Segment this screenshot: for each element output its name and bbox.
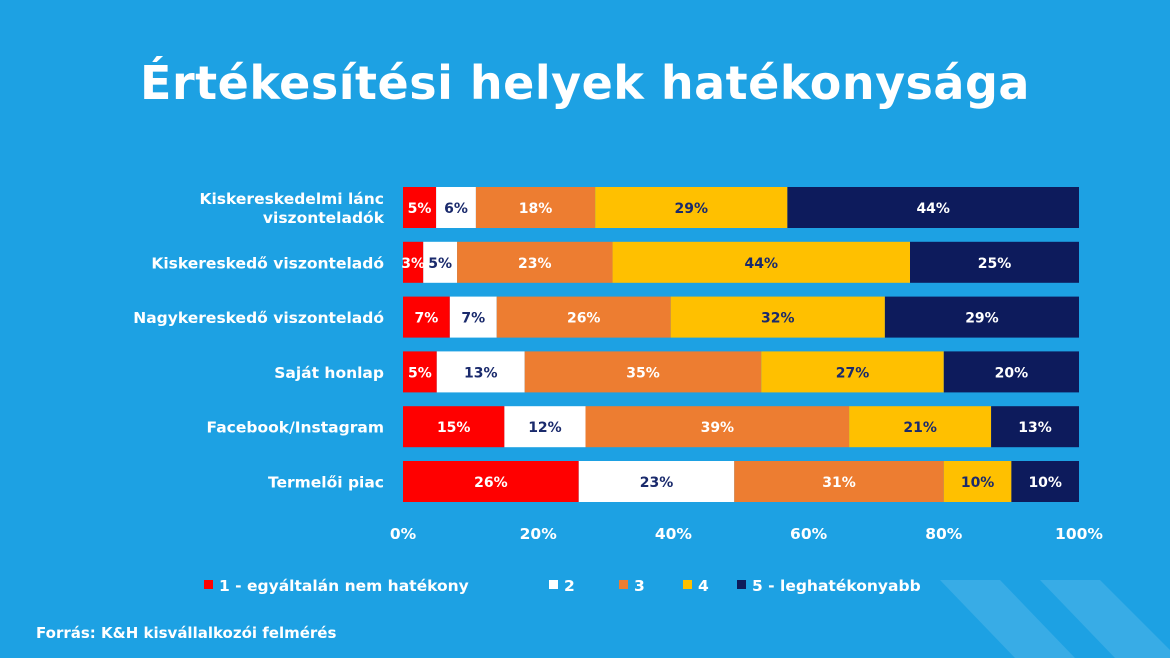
data-label: 10% [1028, 475, 1062, 491]
data-label: 12% [528, 420, 562, 436]
data-label: 23% [640, 475, 674, 491]
bar-segment [884, 296, 1079, 338]
data-label: 10% [961, 475, 995, 491]
source-note: Forrás: K&H kisvállalkozói felmérés [36, 624, 337, 642]
category-label: Kiskereskedelmi lánc [199, 190, 384, 208]
data-label: 44% [916, 201, 950, 217]
category-label: Kiskereskedő viszonteladó [151, 254, 384, 272]
legend-label: 4 [698, 577, 709, 595]
data-label: 26% [474, 475, 508, 491]
bar-segment [943, 351, 1079, 393]
data-label: 44% [745, 256, 779, 272]
x-tick-label: 20% [520, 525, 558, 543]
bar-segment [403, 296, 450, 338]
data-label: 27% [836, 365, 870, 381]
data-label: 5% [408, 201, 432, 217]
bar-segment [612, 241, 910, 283]
bar-segment [849, 406, 992, 448]
data-label: 29% [965, 311, 999, 327]
data-label: 31% [822, 475, 856, 491]
x-tick-label: 40% [655, 525, 693, 543]
data-label: 35% [626, 365, 660, 381]
legend-label: 1 - egyáltalán nem hatékony [219, 577, 469, 595]
legend-swatch [204, 580, 213, 589]
legend-label: 3 [634, 577, 645, 595]
data-label: 13% [464, 365, 498, 381]
bar-segment [910, 241, 1079, 283]
data-label: 3% [401, 256, 425, 272]
bar-segment [787, 187, 1079, 228]
chart-title: Értékesítési helyek hatékonysága [140, 56, 1030, 110]
legend-swatch [737, 580, 746, 589]
data-label: 26% [567, 311, 601, 327]
data-label: 6% [444, 201, 468, 217]
legend-label: 5 - leghatékonyabb [752, 577, 921, 595]
x-tick-label: 60% [790, 525, 828, 543]
bar-segment [991, 406, 1079, 448]
data-label: 21% [903, 420, 937, 436]
bar-segment [734, 461, 944, 502]
data-label: 15% [437, 420, 471, 436]
bar-segment [436, 351, 525, 393]
bar-segment [585, 406, 850, 448]
bar-segment [1011, 461, 1079, 502]
bar-segment [943, 461, 1012, 502]
bar-segment [496, 296, 671, 338]
data-label: 5% [428, 256, 452, 272]
data-label: 7% [461, 311, 485, 327]
data-label: 29% [675, 201, 709, 217]
data-label: 20% [995, 365, 1029, 381]
bar-segment [457, 241, 613, 283]
bar-segment [761, 351, 944, 393]
x-tick-label: 80% [925, 525, 963, 543]
bar-segment [475, 187, 596, 228]
category-label: viszonteladók [263, 209, 385, 227]
data-label: 32% [761, 311, 795, 327]
x-tick-label: 100% [1055, 525, 1103, 543]
legend-label: 2 [564, 577, 575, 595]
category-label: Nagykereskedő viszonteladó [133, 309, 384, 327]
data-label: 7% [415, 311, 439, 327]
data-label: 13% [1018, 420, 1052, 436]
x-tick-label: 0% [390, 525, 417, 543]
bar-segment [436, 187, 476, 228]
legend-swatch [619, 580, 628, 589]
bar-segment [595, 187, 788, 228]
bar-segment [670, 296, 885, 338]
data-label: 23% [518, 256, 552, 272]
bar-segment [423, 241, 458, 283]
bar-segment [403, 461, 579, 502]
bar-segment [403, 351, 437, 393]
data-label: 5% [408, 365, 432, 381]
category-label: Facebook/Instagram [207, 419, 384, 437]
bar-segment [403, 187, 437, 228]
bar-segment [403, 241, 424, 283]
data-label: 39% [701, 420, 735, 436]
data-label: 25% [978, 256, 1012, 272]
bar-segment [504, 406, 586, 448]
category-label: Saját honlap [274, 364, 384, 382]
data-label: 18% [519, 201, 553, 217]
legend-swatch [549, 580, 558, 589]
bar-segment [403, 406, 505, 448]
bar-segment [524, 351, 762, 393]
bar-segment [578, 461, 735, 502]
category-label: Termelői piac [268, 474, 384, 492]
legend-swatch [683, 580, 692, 589]
bar-segment [449, 296, 497, 338]
